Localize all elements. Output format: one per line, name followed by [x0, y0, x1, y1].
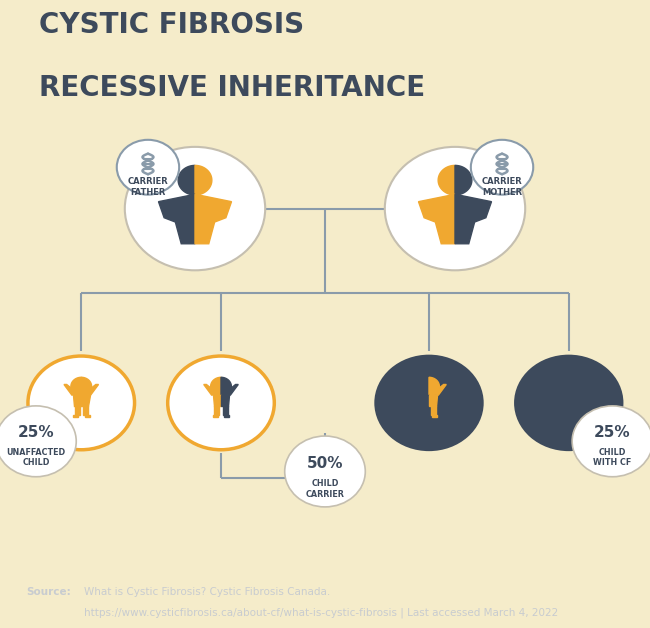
Polygon shape: [83, 384, 99, 395]
Polygon shape: [569, 377, 579, 396]
Text: Source:: Source:: [26, 587, 71, 597]
Polygon shape: [221, 377, 231, 396]
Text: 50%: 50%: [307, 456, 343, 471]
Polygon shape: [560, 414, 566, 417]
Text: 25%: 25%: [594, 425, 630, 440]
Circle shape: [376, 356, 482, 450]
Text: RECESSIVE INHERITANCE: RECESSIVE INHERITANCE: [39, 74, 425, 102]
Text: 25%: 25%: [18, 425, 54, 440]
Polygon shape: [429, 394, 437, 406]
Text: What is Cystic Fibrosis? Cystic Fibrosis Canada.: What is Cystic Fibrosis? Cystic Fibrosis…: [84, 587, 331, 597]
Polygon shape: [411, 384, 427, 395]
Text: CHILD
WITH CF: CHILD WITH CF: [593, 448, 632, 467]
Circle shape: [385, 147, 525, 270]
Polygon shape: [71, 377, 81, 396]
Polygon shape: [438, 165, 455, 195]
Polygon shape: [81, 394, 90, 406]
Polygon shape: [432, 414, 437, 417]
Polygon shape: [214, 406, 220, 414]
Polygon shape: [421, 394, 429, 406]
Circle shape: [471, 140, 533, 195]
Text: CHILD
CARRIER: CHILD CARRIER: [306, 479, 345, 499]
Polygon shape: [81, 377, 92, 396]
Polygon shape: [222, 406, 227, 414]
Polygon shape: [569, 394, 577, 406]
Polygon shape: [421, 414, 426, 417]
Polygon shape: [429, 377, 439, 396]
Polygon shape: [558, 377, 569, 396]
Circle shape: [572, 406, 650, 477]
Polygon shape: [213, 394, 221, 406]
Text: CYSTIC FIBROSIS: CYSTIC FIBROSIS: [39, 11, 304, 40]
Polygon shape: [223, 384, 239, 395]
Polygon shape: [224, 414, 229, 417]
Circle shape: [28, 356, 135, 450]
Text: CARRIER
FATHER: CARRIER FATHER: [127, 177, 168, 197]
Polygon shape: [213, 414, 218, 417]
Polygon shape: [211, 377, 221, 396]
Polygon shape: [571, 384, 586, 395]
Polygon shape: [73, 414, 78, 417]
Circle shape: [117, 140, 179, 195]
Circle shape: [125, 147, 265, 270]
Circle shape: [0, 406, 76, 477]
Polygon shape: [73, 394, 81, 406]
Polygon shape: [562, 406, 567, 414]
Polygon shape: [455, 194, 491, 244]
Circle shape: [168, 356, 274, 450]
Polygon shape: [75, 406, 80, 414]
Polygon shape: [419, 194, 455, 244]
Polygon shape: [551, 384, 567, 395]
Polygon shape: [430, 406, 436, 414]
Polygon shape: [560, 394, 569, 406]
Text: UNAFFACTED
CHILD: UNAFFACTED CHILD: [6, 448, 66, 467]
Polygon shape: [221, 394, 229, 406]
Polygon shape: [64, 384, 79, 395]
Polygon shape: [195, 194, 231, 244]
Text: CARRIER
MOTHER: CARRIER MOTHER: [482, 177, 523, 197]
Polygon shape: [572, 414, 577, 417]
Polygon shape: [570, 406, 575, 414]
Polygon shape: [178, 165, 195, 195]
Polygon shape: [203, 384, 219, 395]
Circle shape: [515, 356, 622, 450]
Polygon shape: [455, 165, 472, 195]
Polygon shape: [195, 165, 212, 195]
Circle shape: [285, 436, 365, 507]
Text: https://www.cysticfibrosis.ca/about-cf/what-is-cystic-fibrosis | Last accessed M: https://www.cysticfibrosis.ca/about-cf/w…: [84, 608, 559, 618]
Polygon shape: [84, 414, 90, 417]
Polygon shape: [83, 406, 88, 414]
Polygon shape: [159, 194, 195, 244]
Polygon shape: [419, 377, 429, 396]
Polygon shape: [431, 384, 447, 395]
Polygon shape: [422, 406, 428, 414]
